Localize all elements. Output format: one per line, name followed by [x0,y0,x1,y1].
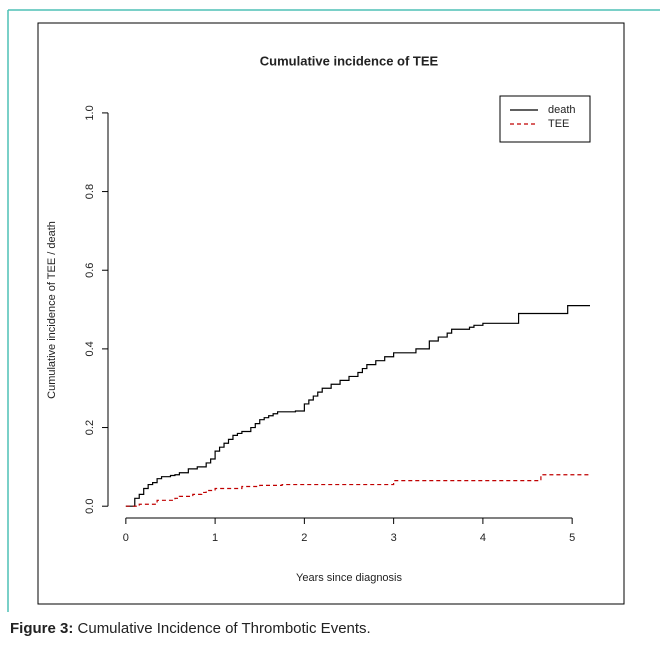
x-tick-label: 3 [391,532,397,544]
caption-text: Cumulative Incidence of Thrombotic Event… [77,620,371,637]
legend-label: death [548,104,576,116]
step-line [125,305,590,507]
x-tick-label: 1 [212,532,218,544]
caption: Figure 3: Cumulative Incidence of Thromb… [10,620,371,637]
y-tick-label: 1.0 [84,105,96,120]
y-axis-title: Cumulative incidence of TEE / death [46,221,58,399]
figure-box [37,22,625,605]
y-tick-label: 0.8 [84,184,96,199]
x-tick-label: 4 [480,532,486,544]
chart: Cumulative incidence of TEE Years since … [7,9,660,612]
x-axis-title: Years since diagnosis [296,572,402,584]
legend-label: TEE [548,118,569,130]
caption-label: Figure 3: [10,620,74,637]
y-tick-label: 0.6 [84,263,96,278]
y-tick-label: 0.0 [84,499,96,514]
x-tick-label: 2 [301,532,307,544]
legend-box [499,95,591,143]
chart-title: Cumulative incidence of TEE [260,53,439,68]
y-tick-label: 0.4 [84,341,96,356]
y-tick-label: 0.2 [84,420,96,435]
step-line [125,474,590,507]
x-tick-label: 0 [123,532,129,544]
x-tick-label: 5 [569,532,575,544]
